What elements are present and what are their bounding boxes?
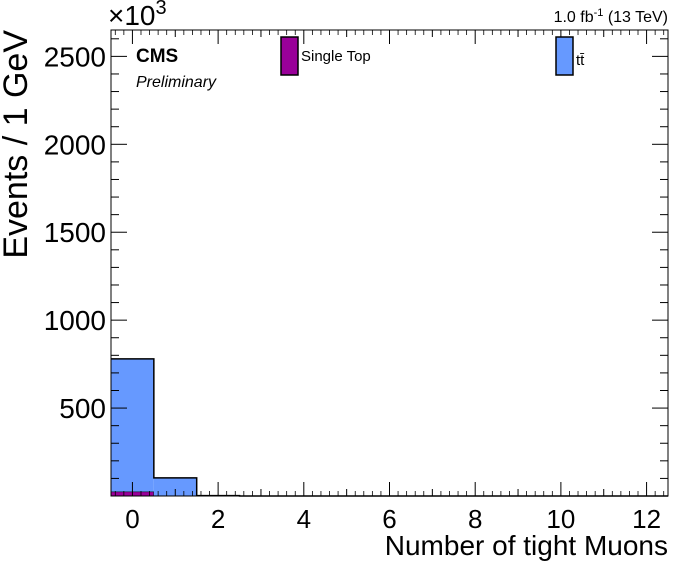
y-axis-title: Events / 1 GeV bbox=[0, 30, 35, 259]
x-tick-label-12: 12 bbox=[632, 504, 661, 534]
legend-swatch-ttbar bbox=[555, 36, 574, 76]
bar-ttbar-bin-1 bbox=[153, 477, 197, 496]
axis-ticks bbox=[111, 30, 668, 496]
lumi-value: 1.0 fb bbox=[554, 9, 594, 26]
x-tick-label-4: 4 bbox=[297, 504, 311, 534]
lumi-power: -1 bbox=[594, 7, 604, 19]
x-tick-label-2: 2 bbox=[211, 504, 225, 534]
y-exponent-label: ×103 bbox=[108, 0, 167, 31]
y-exponent-prefix: ×10 bbox=[108, 0, 156, 31]
legend-label-single-top: Single Top bbox=[301, 48, 371, 65]
y-tick-label-500: 500 bbox=[59, 393, 106, 424]
y-tick-label-1000: 1000 bbox=[44, 305, 106, 336]
y-exponent-power: 3 bbox=[156, 0, 167, 19]
cms-label: CMS bbox=[136, 46, 178, 67]
y-tick-label-2500: 2500 bbox=[44, 41, 106, 72]
y-tick-labels: 500 1000 1500 2000 2500 bbox=[44, 41, 106, 424]
y-tick-label-1500: 1500 bbox=[44, 217, 106, 248]
legend-entry-ttbar: tt̄ bbox=[555, 36, 585, 76]
legend-entry-single-top: Single Top bbox=[280, 36, 371, 76]
x-tick-label-8: 8 bbox=[468, 504, 482, 534]
preliminary-label: Preliminary bbox=[136, 74, 217, 91]
legend-swatch-single-top bbox=[280, 36, 299, 76]
x-tick-label-6: 6 bbox=[382, 504, 396, 534]
x-tick-label-10: 10 bbox=[546, 504, 575, 534]
x-tick-labels: 0 2 4 6 8 10 12 bbox=[125, 504, 661, 534]
y-tick-label-2000: 2000 bbox=[44, 129, 106, 160]
lumi-energy: (13 TeV) bbox=[603, 9, 668, 26]
x-tick-label-0: 0 bbox=[125, 504, 139, 534]
luminosity-label: 1.0 fb-1 (13 TeV) bbox=[554, 7, 668, 26]
legend-label-ttbar: tt̄ bbox=[576, 52, 585, 69]
x-axis-title: Number of tight Muons bbox=[385, 530, 668, 561]
legend: Single Top tt̄ bbox=[280, 36, 585, 76]
